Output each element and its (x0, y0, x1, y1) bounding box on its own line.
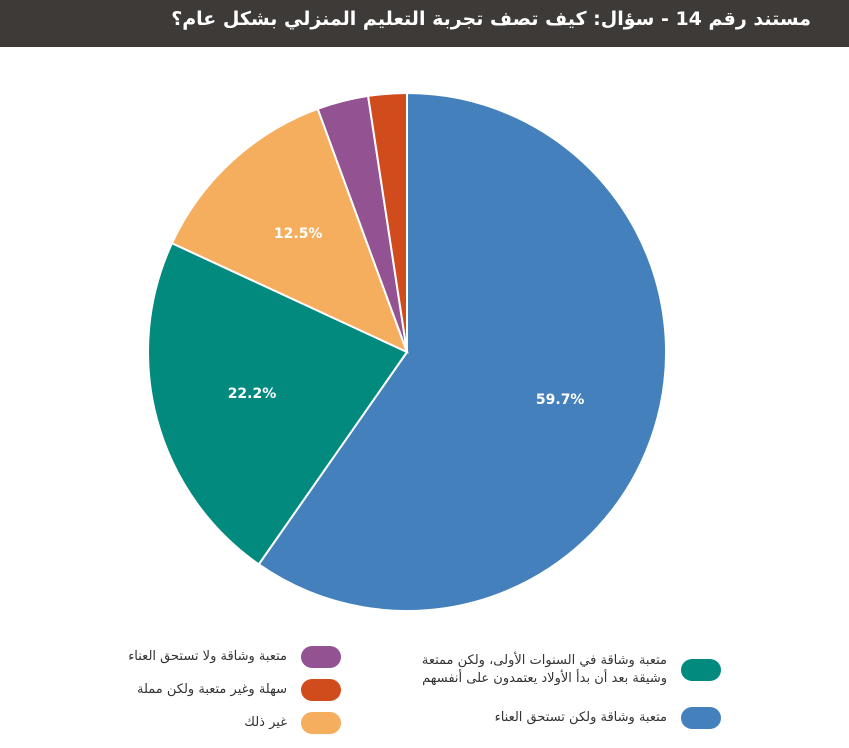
legend-swatch (301, 646, 341, 668)
legend-item-exhausting-but-worth-it: متعبة وشاقة ولكن تستحق العناء (391, 707, 721, 729)
legend-label: متعبة وشاقة ولكن تستحق العناء (494, 710, 667, 726)
legend-swatch (301, 679, 341, 701)
pie-slice-label-1: 22.2% (228, 386, 277, 402)
legend-label: غير ذلك (244, 715, 287, 731)
pie-chart: 59.7% 22.2% 12.5% (147, 91, 667, 612)
pie-slice-0 (257, 91, 667, 612)
pie-slice-label-2: 12.5% (274, 226, 323, 242)
legend-item-exhausting-then-enjoyable: متعبة وشاقة في السنوات الأولى، ولكن ممتع… (391, 652, 721, 687)
legend-swatch (301, 712, 341, 734)
chart-title: مستند رقم 14 - سؤال: كيف تصف تجربة التعل… (171, 8, 811, 30)
pie-slice-4 (366, 91, 408, 353)
legend-label: متعبة وشاقة في السنوات الأولى، ولكن ممتع… (421, 653, 667, 686)
header-bar: مستند رقم 14 - سؤال: كيف تصف تجربة التعل… (0, 0, 849, 47)
legend-item-easy-but-boring: سهلة وغير متعبة ولكن مملة (81, 679, 341, 701)
legend-item-other: غير ذلك (81, 712, 341, 734)
legend-swatch (681, 707, 721, 729)
legend-label: سهلة وغير متعبة ولكن مملة (137, 682, 287, 698)
pie-slice-2 (170, 107, 409, 354)
legend-label: متعبة وشاقة ولا تستحق العناء (128, 649, 287, 665)
pie-slice-label-0: 59.7% (536, 392, 585, 408)
legend-item-exhausting-not-worth-it: متعبة وشاقة ولا تستحق العناء (81, 646, 341, 668)
pie-slice-1 (147, 241, 409, 566)
legend-swatch (681, 658, 721, 681)
